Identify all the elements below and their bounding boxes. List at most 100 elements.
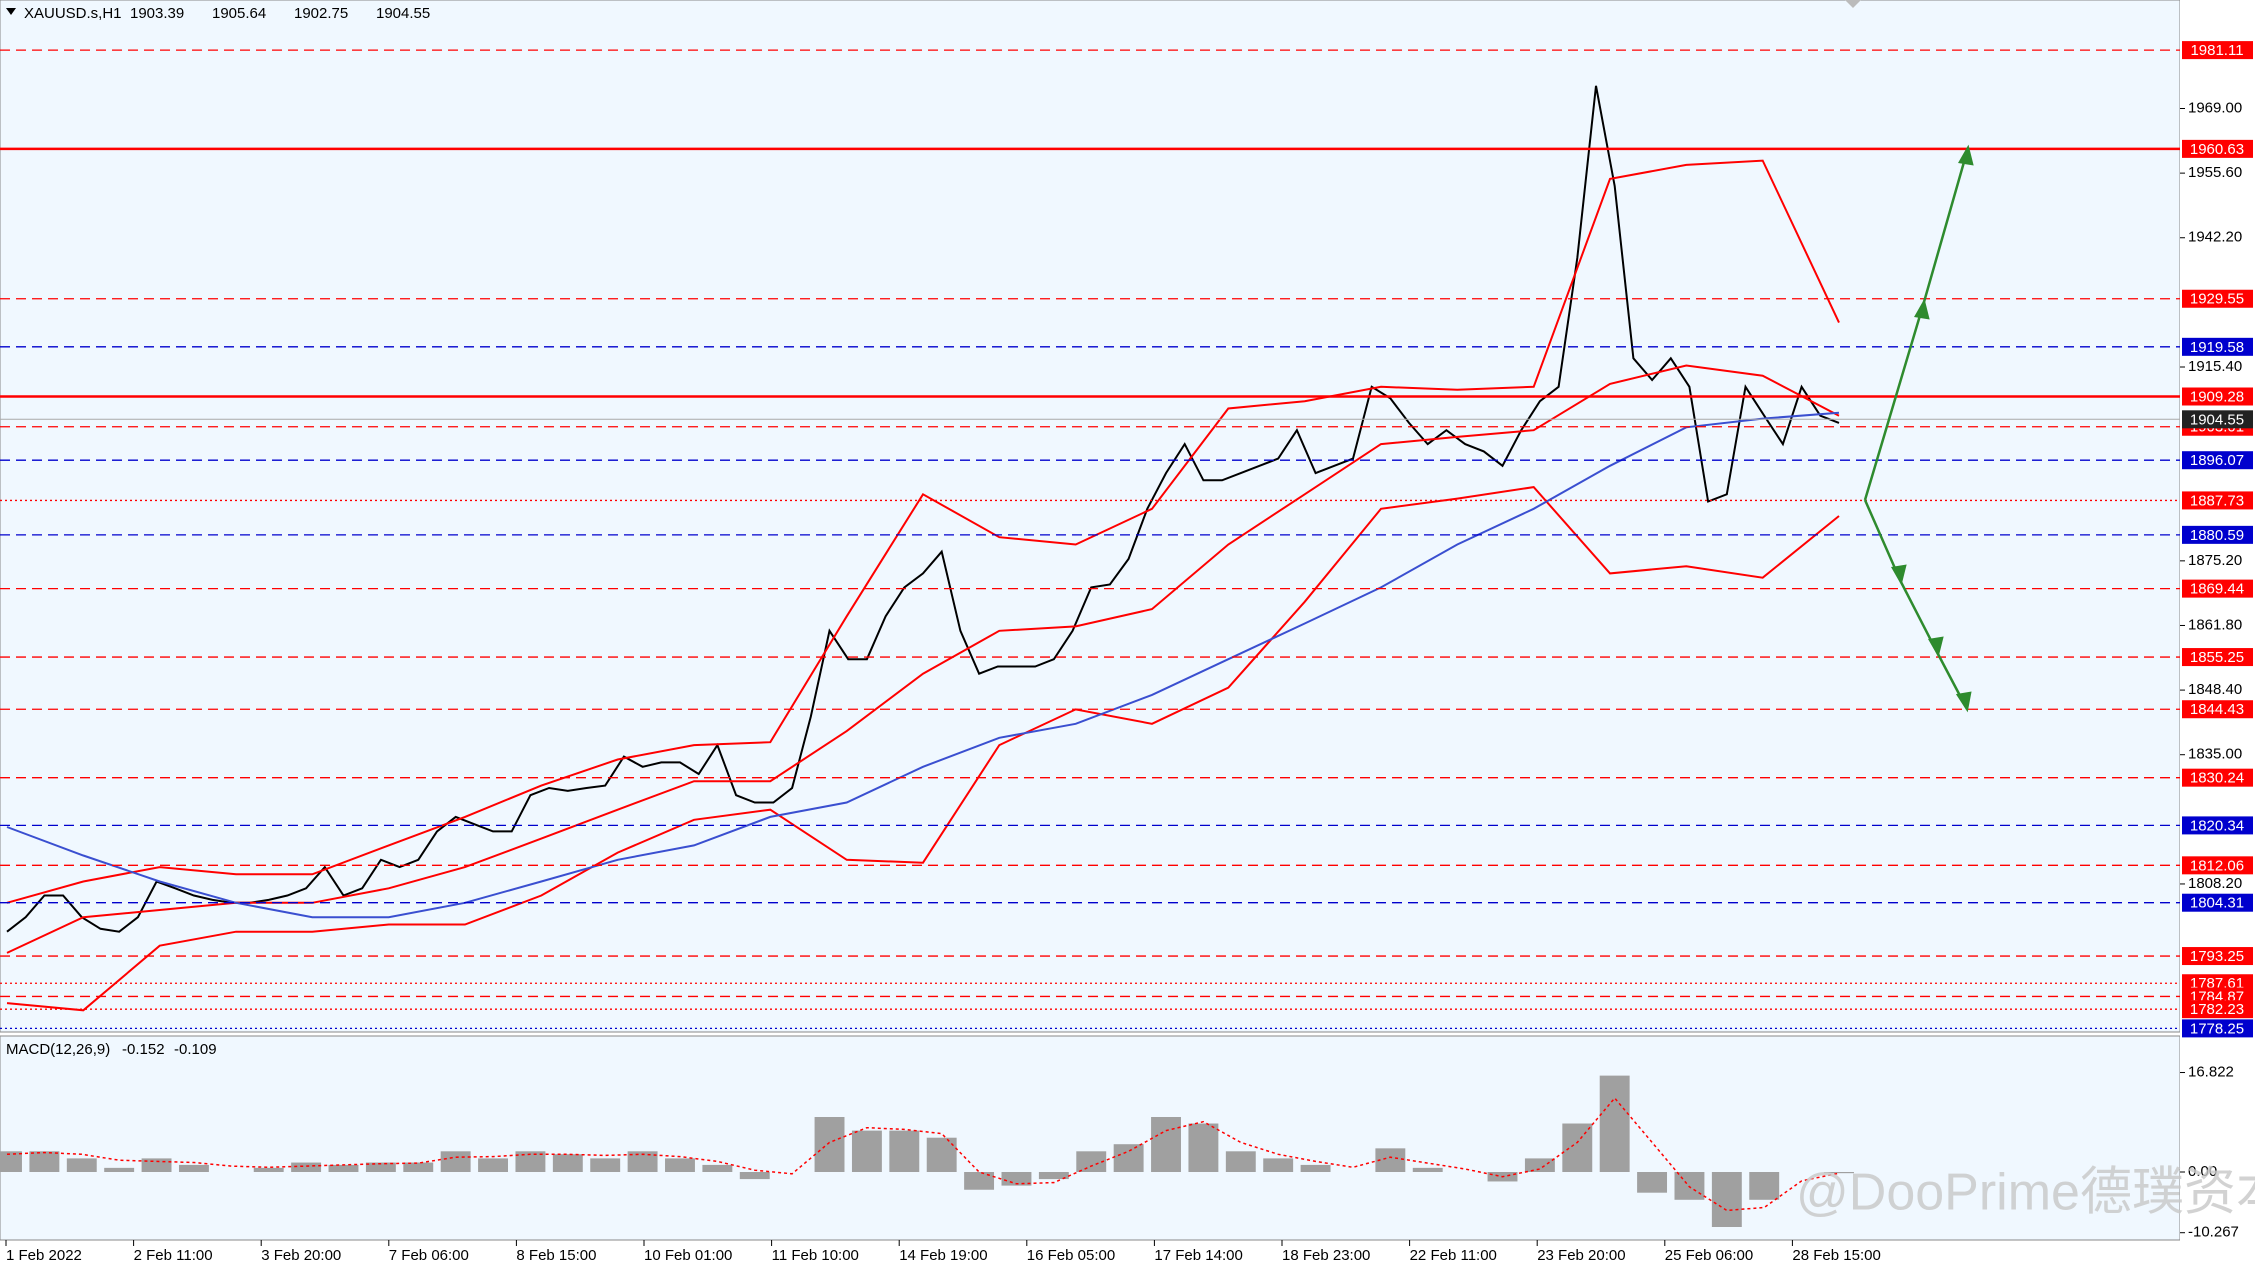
level-label-box: [2182, 139, 2253, 158]
level-label-box: [2182, 337, 2253, 356]
macd-bar: [1038, 1172, 1069, 1180]
macd-bar: [552, 1154, 583, 1172]
level-label-box: [2182, 451, 2253, 470]
y-tick-label: 16.822: [2188, 1063, 2234, 1080]
y-tick-label: 1942.20: [2188, 229, 2242, 246]
macd-bar: [1076, 1151, 1107, 1172]
x-tick-label: 3 Feb 20:00: [261, 1247, 341, 1264]
macd-bar: [1599, 1075, 1630, 1172]
macd-bar: [1225, 1151, 1256, 1172]
macd-bar: [851, 1130, 882, 1172]
macd-bar: [1375, 1148, 1406, 1172]
y-tick-label: 1835.00: [2188, 746, 2242, 763]
x-tick-label: 7 Feb 06:00: [389, 1247, 469, 1264]
forecast-arrows: [1863, 144, 1974, 713]
x-tick-label: 28 Feb 15:00: [1792, 1247, 1880, 1264]
y-tick-label: 1955.60: [2188, 164, 2242, 181]
level-label: 1887.73: [2190, 492, 2244, 509]
level-label: 1844.43: [2190, 701, 2244, 718]
x-tick-label: 1 Feb 2022: [6, 1247, 82, 1264]
macd-bar: [478, 1158, 508, 1172]
arrow-head: [1891, 564, 1907, 586]
ohlc-value: 1904.55: [376, 5, 430, 22]
y-tick-label: 1915.40: [2188, 358, 2242, 375]
macd-bar: [291, 1162, 322, 1172]
y-tick-label: 1808.20: [2188, 875, 2242, 892]
indicator-line: [6, 159, 1840, 904]
macd-bar: [590, 1158, 621, 1172]
watermark: @DooPrime德璞资本: [1796, 1164, 2255, 1222]
level-label-box: [2182, 579, 2253, 598]
level-label: 1869.44: [2190, 581, 2244, 598]
level-label-box: [2182, 41, 2253, 60]
level-label-box: [2182, 648, 2253, 667]
arrow-head: [1928, 636, 1944, 658]
y-tick-label: 1861.80: [2188, 616, 2242, 633]
macd-bar: [665, 1158, 695, 1172]
macd-bar: [1188, 1123, 1219, 1172]
macd-bar: [1151, 1117, 1181, 1172]
level-label-box: [2182, 856, 2253, 875]
x-tick-label: 2 Feb 11:00: [134, 1247, 213, 1264]
macd-bar: [1711, 1172, 1742, 1227]
shift-marker: [1845, 0, 1861, 8]
macd-bar: [889, 1130, 920, 1172]
level-label: 1896.07: [2190, 452, 2244, 469]
ohlc-value: 1903.39: [130, 5, 184, 22]
y-tick-label: 0.00: [2188, 1163, 2217, 1180]
macd-value: -0.152: [122, 1041, 165, 1058]
level-label: 1929.55: [2190, 291, 2244, 308]
level-label-box: [2182, 768, 2253, 787]
level-label-box: [2182, 491, 2253, 510]
macd-bar: [964, 1172, 995, 1190]
macd-bar: [1412, 1167, 1443, 1172]
macd-bar: [1001, 1172, 1032, 1186]
level-label-box: [2182, 289, 2253, 308]
level-label: 1855.25: [2190, 649, 2244, 666]
macd-bar: [1300, 1164, 1331, 1172]
symbol-title: XAUUSD.s,H1: [24, 5, 122, 22]
indicator-line: [6, 486, 1840, 1012]
macd-bar: [926, 1137, 957, 1172]
level-label: 1909.28: [2190, 388, 2244, 405]
level-label-box: [2182, 525, 2253, 544]
level-label-box: [2182, 700, 2253, 719]
level-label-box: [2182, 893, 2253, 912]
level-label: 1981.11: [2190, 42, 2243, 59]
current-price-box: [2182, 410, 2253, 429]
level-label: 1793.25: [2190, 948, 2244, 965]
macd-bar: [29, 1151, 60, 1172]
macd-bar: [178, 1164, 209, 1172]
macd-value: -0.109: [174, 1041, 217, 1058]
price-line: [6, 85, 1840, 933]
price-axis: [2180, 0, 2255, 1274]
macd-bar: [0, 1151, 22, 1172]
x-tick-label: 10 Feb 01:00: [644, 1247, 732, 1264]
y-tick-label: 1875.20: [2188, 552, 2242, 569]
macd-bar: [66, 1158, 97, 1172]
down-arrow: [1863, 499, 1969, 710]
macd-bar: [515, 1151, 546, 1172]
macd-bar: [702, 1164, 733, 1172]
level-label: 1960.63: [2190, 141, 2244, 158]
macd-bar: [365, 1162, 396, 1172]
signal-line: [6, 1096, 1840, 1212]
ohlc-value: 1905.64: [212, 5, 266, 22]
x-tick-label: 22 Feb 11:00: [1410, 1247, 1497, 1264]
level-label-box: [2182, 1019, 2253, 1038]
indicator-line: [6, 411, 1840, 919]
macd-bar: [814, 1117, 845, 1172]
macd-pane: [0, 1035, 2181, 1241]
macd-bar: [1562, 1123, 1593, 1172]
macd-bar: [403, 1162, 434, 1172]
menu-arrow[interactable]: [6, 8, 16, 15]
y-tick-label: 1969.00: [2188, 99, 2242, 116]
y-tick-label: 1848.40: [2188, 681, 2242, 698]
x-tick-label: 11 Feb 10:00: [772, 1247, 859, 1264]
arrow-head: [1958, 144, 1974, 166]
level-label-box: [2182, 387, 2253, 406]
x-tick-label: 8 Feb 15:00: [516, 1247, 596, 1264]
macd-bar: [627, 1151, 658, 1172]
